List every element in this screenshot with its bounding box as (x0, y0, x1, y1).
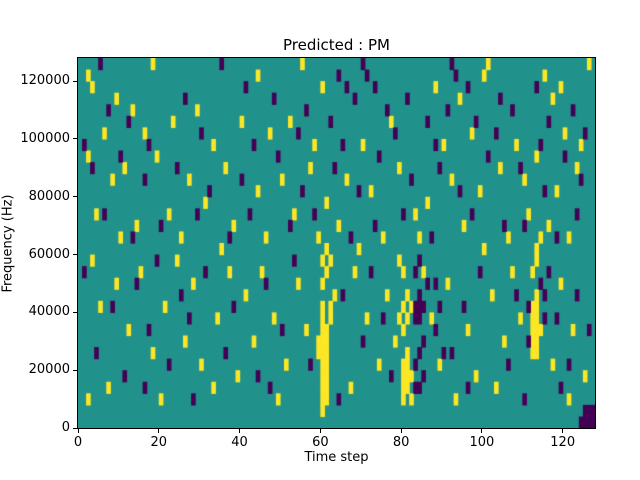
x-axis-label: Time step (304, 450, 369, 465)
heatmap-canvas (78, 58, 595, 428)
y-tick-mark (73, 427, 77, 429)
y-tick-label: 60000 (28, 246, 70, 262)
x-tick-mark (400, 429, 402, 433)
x-tick-mark (158, 429, 160, 433)
y-tick-label: 20000 (28, 362, 70, 378)
y-tick-mark (73, 311, 77, 313)
y-tick-mark (73, 196, 77, 198)
chart-title: Predicted : PM (283, 36, 390, 54)
x-tick-mark (77, 429, 79, 433)
x-tick-label: 60 (312, 435, 329, 450)
x-tick-mark (239, 429, 241, 433)
y-tick-label: 100000 (20, 130, 70, 146)
x-tick-label: 80 (392, 435, 410, 450)
y-tick-mark (73, 80, 77, 82)
y-tick-label: 0 (61, 420, 70, 435)
plot-frame (77, 57, 596, 429)
y-tick-mark (73, 138, 77, 140)
x-tick-label: 100 (469, 435, 495, 450)
x-tick-label: 20 (150, 435, 168, 450)
y-tick-label: 80000 (28, 188, 70, 204)
x-tick-label: 0 (73, 435, 83, 450)
y-tick-label: 120000 (20, 73, 70, 89)
y-tick-mark (73, 369, 77, 371)
y-tick-mark (73, 254, 77, 256)
x-tick-mark (319, 429, 321, 433)
x-tick-mark (562, 429, 564, 433)
x-tick-mark (481, 429, 483, 433)
x-tick-label: 120 (550, 435, 576, 450)
y-tick-label: 40000 (28, 304, 70, 320)
x-tick-label: 40 (231, 435, 248, 450)
